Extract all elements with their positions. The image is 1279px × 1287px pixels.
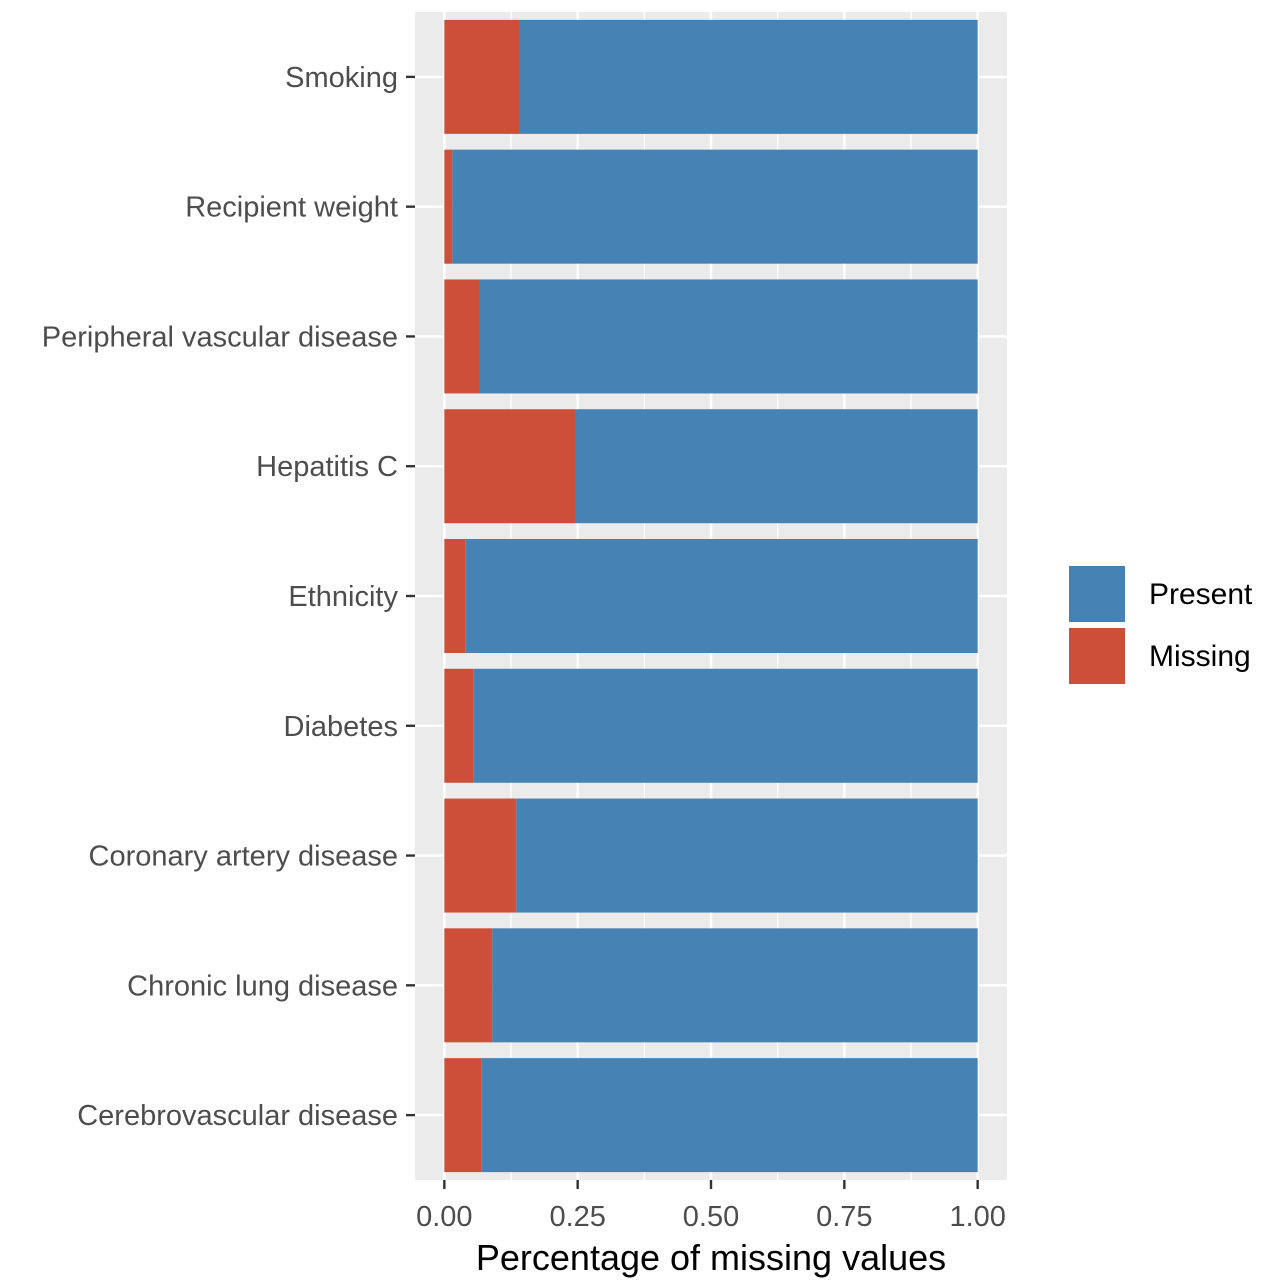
bar-missing-ethnicity bbox=[444, 539, 466, 653]
bar-missing-chronic-lung-disease bbox=[444, 928, 493, 1043]
bar-present-peripheral-vascular-disease bbox=[479, 279, 978, 394]
bar-missing-cerebrovascular-disease bbox=[444, 1058, 482, 1173]
bar-present-diabetes bbox=[473, 668, 978, 783]
y-tick-label: Coronary artery disease bbox=[89, 841, 398, 873]
x-tick-label: 0.75 bbox=[816, 1201, 872, 1233]
bar-present-coronary-artery-disease bbox=[516, 798, 978, 913]
y-tick-label: Smoking bbox=[285, 62, 398, 94]
bars bbox=[444, 19, 978, 1173]
bar-present-cerebrovascular-disease bbox=[481, 1058, 978, 1173]
bar-present-recipient-weight bbox=[452, 149, 978, 264]
bar-present-ethnicity bbox=[465, 539, 978, 653]
y-tick-label: Peripheral vascular disease bbox=[42, 321, 398, 353]
y-axis: Smoking Recipient weight Peripheral vascul… bbox=[42, 62, 415, 1132]
x-tick-label: 1.00 bbox=[949, 1201, 1005, 1233]
x-tick-label: 0.50 bbox=[683, 1201, 739, 1233]
bar-missing-diabetes bbox=[444, 668, 474, 783]
bar-missing-hepatitis-c bbox=[444, 409, 575, 524]
legend-key-present bbox=[1067, 564, 1127, 624]
bar-missing-smoking bbox=[444, 19, 519, 134]
legend-label-present: Present bbox=[1149, 578, 1253, 611]
x-tick-label: 0.00 bbox=[416, 1201, 472, 1233]
legend-label-missing: Missing bbox=[1149, 640, 1251, 673]
legend-key-missing bbox=[1067, 626, 1127, 686]
bar-present-smoking bbox=[519, 19, 978, 134]
bar-missing-coronary-artery-disease bbox=[444, 798, 517, 913]
bar-missing-recipient-weight bbox=[444, 149, 453, 264]
bar-present-chronic-lung-disease bbox=[492, 928, 978, 1043]
x-axis-title: Percentage of missing values bbox=[476, 1237, 946, 1278]
y-tick-label: Chronic lung disease bbox=[127, 970, 398, 1002]
bar-missing-peripheral-vascular-disease bbox=[444, 279, 479, 394]
y-tick-label: Recipient weight bbox=[185, 192, 398, 224]
y-tick-label: Cerebrovascular disease bbox=[77, 1100, 398, 1132]
x-axis: 0.00 0.25 0.50 0.75 1.00 bbox=[416, 1180, 1006, 1233]
y-tick-label: Diabetes bbox=[284, 711, 398, 743]
bar-present-hepatitis-c bbox=[575, 409, 978, 524]
legend: Present Missing bbox=[1067, 564, 1253, 686]
x-tick-label: 0.25 bbox=[549, 1201, 605, 1233]
y-tick-label: Ethnicity bbox=[288, 581, 398, 613]
y-tick-label: Hepatitis C bbox=[256, 451, 398, 483]
